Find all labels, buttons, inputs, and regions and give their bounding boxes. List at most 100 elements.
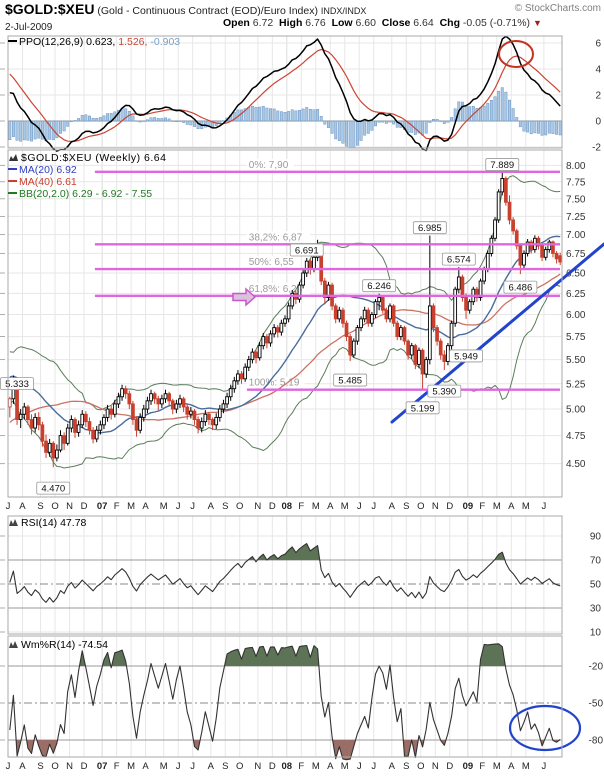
rsi-axis-tick: 30 <box>590 604 602 615</box>
open-value: 6.72 <box>252 17 274 29</box>
month-label: N <box>432 761 439 772</box>
price-label-box <box>362 279 397 293</box>
month-label: D <box>81 501 88 512</box>
rsi-axis-tick: 50 <box>590 580 602 591</box>
month-label: 07 <box>97 501 108 512</box>
price-panel-chart: 8.00 7.75 7.50 7.25 7.00 6.75 6.50 6.25 6.00 5.75… <box>0 149 604 498</box>
fib-label: 61,8%: 6,23 <box>249 284 303 295</box>
rsi-axis-tick: 90 <box>590 532 602 543</box>
rsi-panel-chart: 90 70 50 30 10 <box>0 515 601 639</box>
price-axis-tick: 7.75 <box>566 177 586 188</box>
price-axis-tick: 7.00 <box>566 230 586 241</box>
close-label: Close <box>381 17 411 29</box>
area-chart-icon <box>9 641 18 648</box>
ma40-line-icon <box>8 180 17 183</box>
open-label: Open <box>223 17 250 29</box>
ppo-line-icon <box>8 40 17 43</box>
month-label: N <box>254 501 261 512</box>
rsi-legend-label: RSI(14) 47.78 <box>21 517 87 529</box>
rsi-plot: 90 70 50 30 10 <box>0 516 601 639</box>
month-label: F <box>298 761 304 772</box>
month-label: J <box>176 761 181 772</box>
month-label: J <box>542 761 547 772</box>
quote-line: 2-Jul-2009 Open 6.72 High 6.76 Low 6.60 … <box>5 17 604 35</box>
month-label: D <box>446 761 453 772</box>
price-axis-tick: 5.75 <box>566 332 586 343</box>
price-label-box <box>441 252 476 266</box>
price-axis-tick: 6.50 <box>566 269 586 280</box>
month-label: J <box>357 501 362 512</box>
month-label: A <box>327 761 334 772</box>
ma40-legend: MA(40) 6.61 <box>19 176 77 188</box>
price-label-text: 6.486 <box>508 283 532 294</box>
month-label: A <box>508 761 515 772</box>
wmr-line <box>9 643 561 761</box>
month-label: M <box>127 761 135 772</box>
ppo-crossover-ellipse-annotation <box>498 40 534 68</box>
month-label: M <box>312 501 320 512</box>
month-label: M <box>341 501 349 512</box>
price-axis-tick: 7.25 <box>566 212 586 223</box>
month-label: A <box>208 501 215 512</box>
ppo-hist-value: -0.903 <box>147 36 181 48</box>
ppo-axis-tick: 4 <box>595 65 601 76</box>
high-label: High <box>279 17 303 29</box>
price-label-text: 5.949 <box>454 351 478 362</box>
x-axis-strip-bottom: J A S O N D 07 F M A M J J A S O N D 08 F M A M J J A S O N D 09 F M A M J <box>6 761 547 772</box>
symbol-description: (Gold - Continuous Contract (EOD)/Euro I… <box>94 5 321 17</box>
price-label-box <box>36 481 71 495</box>
month-label: N <box>66 501 73 512</box>
month-label: D <box>269 761 276 772</box>
month-label: S <box>37 501 43 512</box>
ppo-axis-tick: 6 <box>595 39 601 50</box>
month-label: N <box>254 761 261 772</box>
month-label: N <box>432 501 439 512</box>
month-label: O <box>236 761 243 772</box>
fib-label: 0%: 7,90 <box>249 160 289 171</box>
ppo-axis-tick: -2 <box>592 143 601 154</box>
month-label: M <box>341 761 349 772</box>
low-label: Low <box>331 17 353 29</box>
wmr-panel-chart: -20 -50 -80 <box>0 635 604 761</box>
month-label: J <box>6 501 11 512</box>
price-label-box <box>449 349 483 363</box>
wmr-axis-tick: -20 <box>589 662 604 673</box>
price-label-box <box>427 384 462 398</box>
fib-label: 50%: 6,55 <box>249 257 294 268</box>
ma20-legend: MA(20) 6.92 <box>19 164 77 176</box>
month-labels: J A S O N D 07 F M A M J J A S O N D 08 F M A M J J A S O N D 09 F M A M J <box>6 761 547 772</box>
rsi-line <box>9 543 561 603</box>
ppo-legend: PPO(12,26,9) 0.623, 1.526, -0.903 <box>8 36 180 48</box>
rsi-axis-tick: 70 <box>590 556 602 567</box>
price-label-box <box>412 221 447 235</box>
price-axis-tick: 6.25 <box>566 289 586 300</box>
month-label: D <box>446 501 453 512</box>
fibonacci-retracement-lines <box>94 170 560 391</box>
ppo-value: 0.623, <box>86 36 116 48</box>
price-axis-tick: 5.00 <box>566 405 586 416</box>
month-label: A <box>389 501 396 512</box>
symbol-title: $GOLD:$XEU <box>5 1 95 17</box>
price-label-text: 6.691 <box>295 245 319 256</box>
wmr-axis-tick: -50 <box>589 698 604 709</box>
month-label: M <box>127 501 135 512</box>
bb-line-icon <box>8 192 17 195</box>
month-label: F <box>298 501 304 512</box>
price-axis-tick: 6.75 <box>566 249 586 260</box>
month-label: A <box>389 761 396 772</box>
month-label: N <box>66 761 73 772</box>
month-label: F <box>479 761 485 772</box>
price-label-box <box>503 280 538 294</box>
month-label: S <box>403 761 409 772</box>
price-legend-title: $GOLD:$XEU (Weekly) 6.64 <box>21 152 167 164</box>
low-value: 6.60 <box>355 17 376 29</box>
price-label-text: 6.574 <box>447 255 471 266</box>
price-label-text: 4.470 <box>41 484 65 495</box>
price-label-text: 6.246 <box>367 281 391 292</box>
month-label: M <box>312 761 320 772</box>
price-label-text: 5.333 <box>5 379 29 390</box>
price-label-text: 5.485 <box>338 376 362 387</box>
month-label: F <box>479 501 485 512</box>
price-axis-tick: 4.75 <box>566 431 586 442</box>
